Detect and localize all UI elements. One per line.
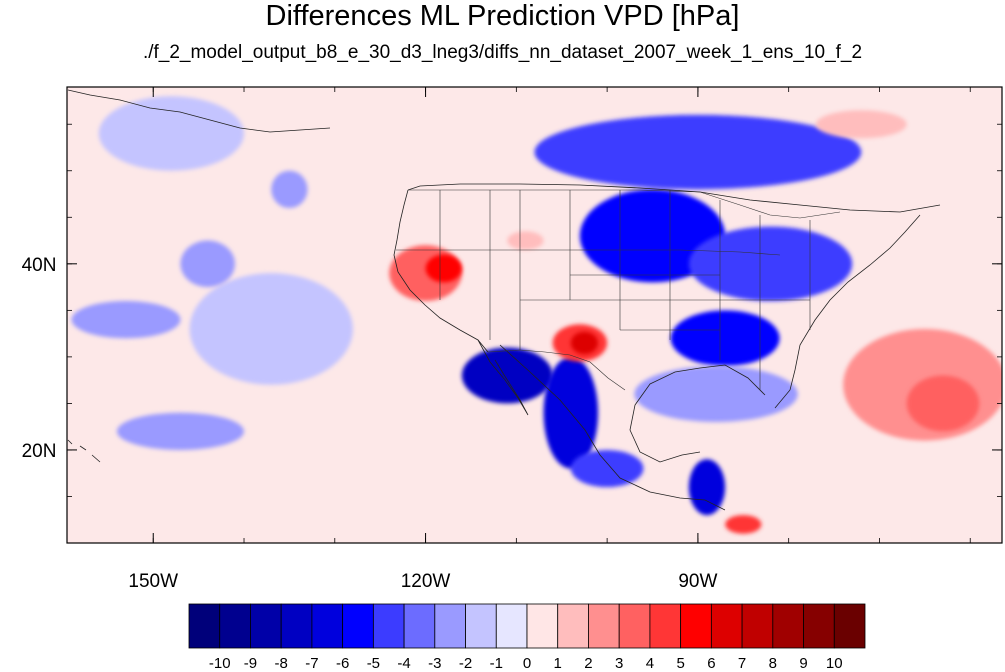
colorbar-label: 0 <box>523 655 531 672</box>
coastline-baja <box>477 339 529 416</box>
field-region-nevada-positive-core <box>425 254 462 283</box>
colorbar-box <box>680 603 712 649</box>
lat-tick-label: 40N <box>22 255 57 276</box>
field-region-pacific-negative-patch-west <box>71 301 181 339</box>
colorbar-box <box>372 603 405 649</box>
colorbar-label: -7 <box>305 655 318 672</box>
field-region-pacific-negative-patch-north <box>271 170 308 208</box>
field-region-eastern-us-negative <box>688 226 853 302</box>
colorbar-label: -4 <box>397 655 410 672</box>
colorbar-box <box>710 603 743 649</box>
coastline-mexico-pacific <box>499 344 726 511</box>
longitude-ticks: 150W 120W 90W <box>128 87 971 592</box>
field-region-southeast-us-negative <box>670 310 780 367</box>
colorbar-label: -6 <box>336 655 349 672</box>
colorbar-box <box>772 603 804 649</box>
field-layer <box>71 96 1002 534</box>
coastline-atlantic <box>774 214 921 409</box>
colorbar-box <box>188 603 221 649</box>
colorbar-label: 3 <box>615 655 623 672</box>
colorbar-box <box>403 603 436 649</box>
colorbar-box <box>833 603 866 649</box>
border-central-states <box>520 274 810 331</box>
map-frame <box>66 86 1003 544</box>
colorbar-boxes <box>188 603 866 649</box>
field-region-southern-mexico-negative <box>570 449 644 488</box>
colorbar-box <box>434 603 466 649</box>
field-region-north-pacific-weak-negative <box>98 96 245 171</box>
colorbar-box <box>495 603 528 649</box>
field-region-pacific-weak-negative-band <box>189 273 353 385</box>
coastline-alaska <box>67 89 331 133</box>
border-us-canada <box>408 189 841 219</box>
colorbar-label: -9 <box>244 655 257 672</box>
field-region-gulf-negative <box>634 366 798 423</box>
colorbar-label: 7 <box>738 655 746 672</box>
state-borders <box>396 189 841 391</box>
colorbar-box <box>280 603 313 649</box>
colorbar-box <box>219 603 251 649</box>
colorbar-box <box>649 603 682 649</box>
field-region-atlantic-north-positive <box>815 110 907 139</box>
colorbar-box <box>741 603 774 649</box>
field-region-texas-positive-core <box>570 331 599 355</box>
colorbar-label: -10 <box>209 655 231 672</box>
lon-tick-label: 90W <box>678 571 717 592</box>
colorbar-label: 6 <box>707 655 715 672</box>
colorbar-box <box>803 603 835 649</box>
figure-title: Differences ML Prediction VPD [hPa] <box>265 0 740 32</box>
colorbar-label: 4 <box>646 655 654 672</box>
field-region-panama-positive <box>725 515 762 534</box>
colorbar-labels: -10 -9 -8 -7 -6 -5 -4 -3 -2 -1 0 1 2 3 4 5 6 7 8 9 10 <box>209 655 843 672</box>
colorbar-label: 5 <box>676 655 684 672</box>
lon-tick-label: 150W <box>128 571 178 592</box>
colorbar-box <box>588 603 620 649</box>
field-region-canada-negative <box>534 114 862 190</box>
lat-tick-label: 20N <box>22 441 57 462</box>
colorbar-box <box>250 603 282 649</box>
field-region-hawaii-negative <box>116 412 245 450</box>
colorbar-box <box>557 603 589 649</box>
field-region-baja-negative <box>461 347 553 404</box>
vpd-difference-map: 150W 120W 90W 40N 20N <box>22 86 1003 592</box>
field-region-atlantic-positive-core <box>906 375 980 432</box>
colorbar-label: 10 <box>826 655 843 672</box>
colorbar-label: -8 <box>275 655 288 672</box>
coastline-gulf <box>629 364 766 463</box>
coastlines <box>67 89 941 511</box>
colorbar-box <box>465 603 497 649</box>
colorbar-label: 8 <box>769 655 777 672</box>
colorbar-box <box>618 603 651 649</box>
field-region-great-plains-negative <box>579 189 726 283</box>
colorbar-box <box>526 603 559 649</box>
field-region-colorado-positive <box>507 231 544 250</box>
figure-subtitle: ./f_2_model_output_b8_e_30_d3_lneg3/diff… <box>142 42 863 63</box>
border-western-states <box>396 190 811 390</box>
colorbar-label: -3 <box>428 655 441 672</box>
colorbar-label: 2 <box>584 655 592 672</box>
latitude-ticks: 40N 20N <box>22 123 1002 544</box>
colorbar-label: -2 <box>459 655 472 672</box>
colorbar-label: -1 <box>490 655 503 672</box>
coastline-pacific-us <box>393 189 489 353</box>
field-region-pacific-negative-patch-central <box>180 240 235 288</box>
colorbar-box <box>311 603 344 649</box>
colorbar-box <box>342 603 374 649</box>
colorbar-label: 9 <box>799 655 807 672</box>
lon-tick-label: 120W <box>401 571 451 592</box>
colorbar-label: 1 <box>554 655 562 672</box>
colorbar-label: -5 <box>367 655 380 672</box>
field-region-central-america-negative <box>688 459 726 516</box>
coastline-hawaii <box>67 439 101 463</box>
